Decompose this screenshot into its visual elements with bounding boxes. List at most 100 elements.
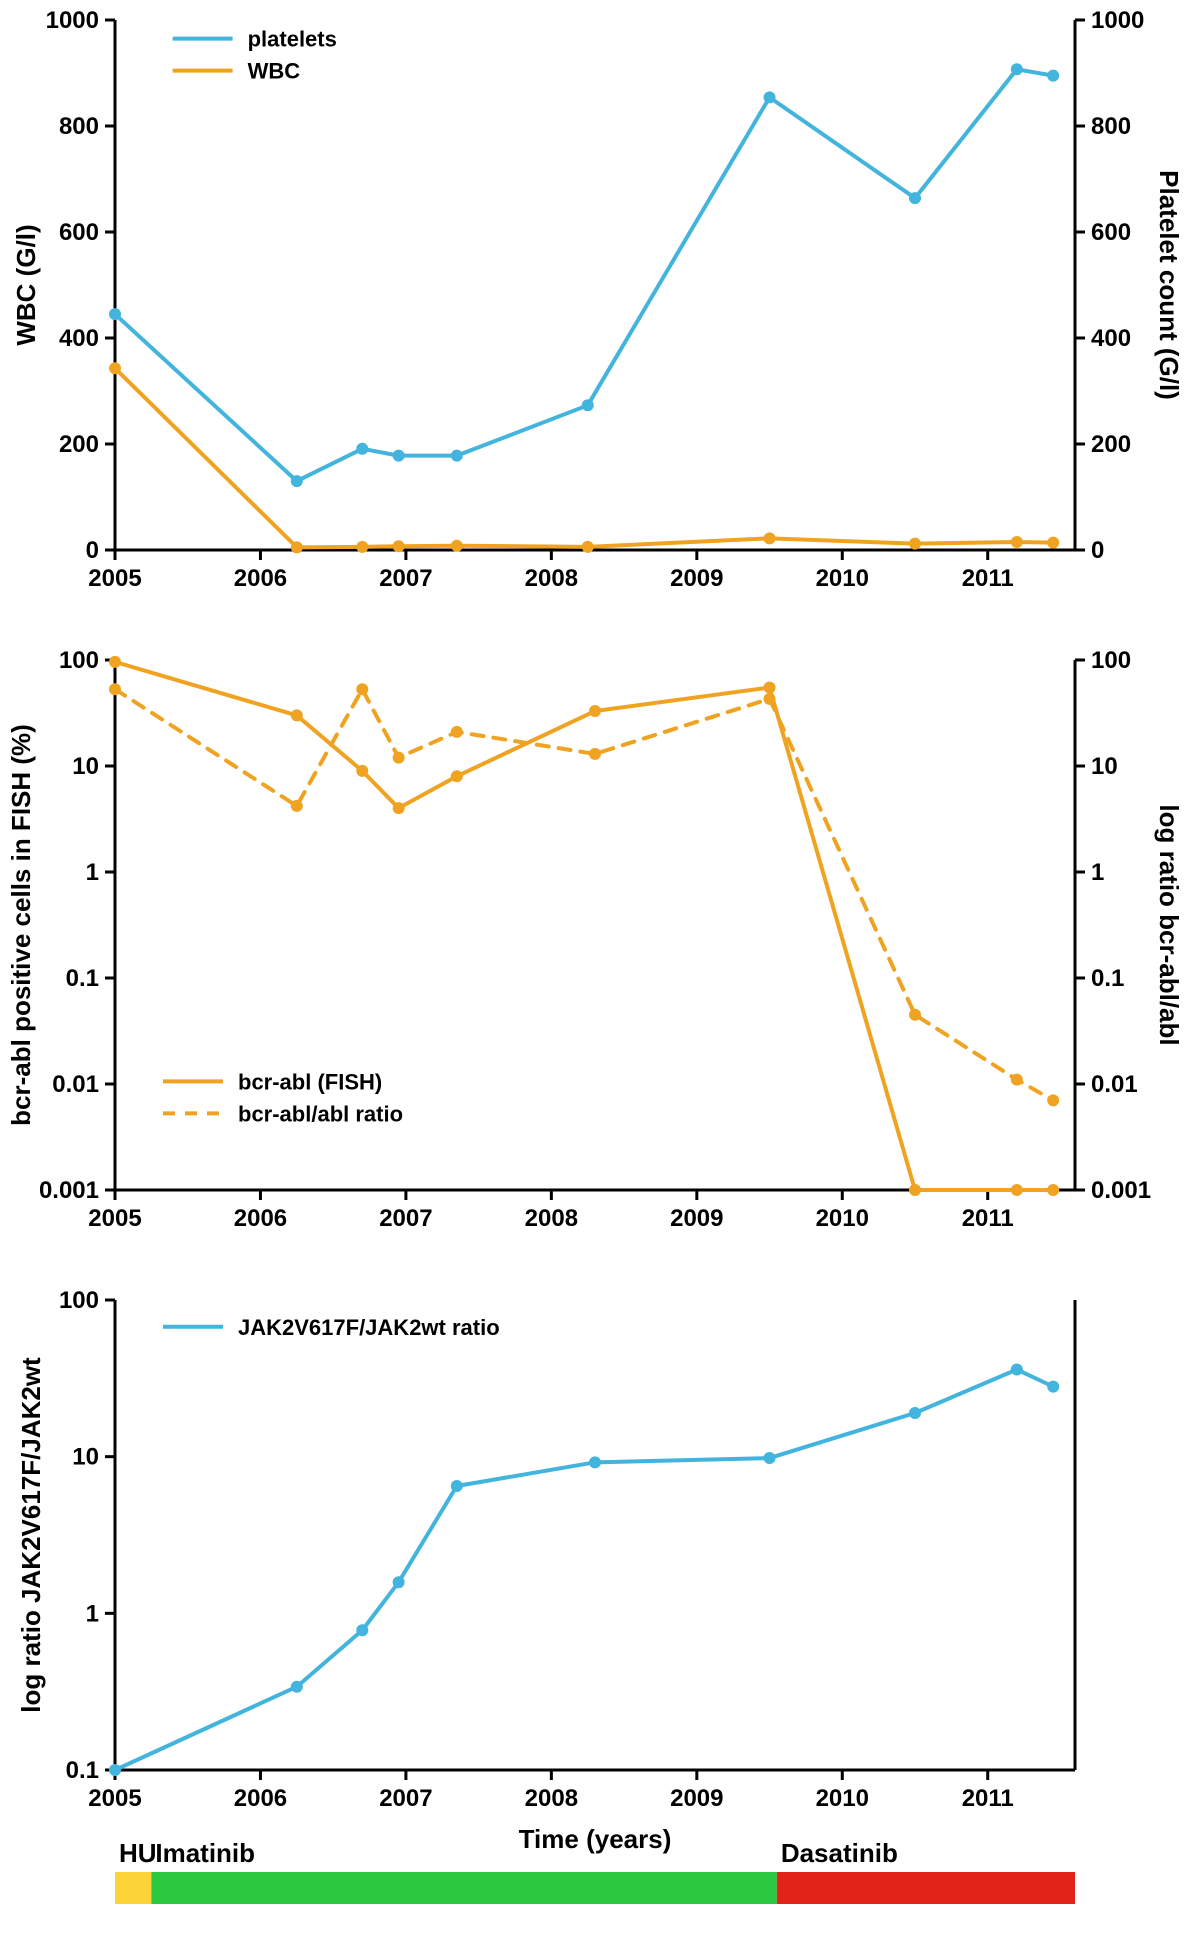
- y-left-tick-label: 10: [72, 1444, 99, 1471]
- legend-label: bcr-abl (FISH): [238, 1069, 382, 1094]
- series-marker: [1047, 537, 1059, 549]
- series-line: [115, 1370, 1053, 1770]
- y-left-tick-label: 600: [59, 219, 99, 246]
- series-marker: [1011, 536, 1023, 548]
- series-line: [115, 368, 1053, 547]
- x-tick-label: 2006: [234, 565, 287, 592]
- x-tick-label: 2010: [816, 1205, 869, 1232]
- x-tick-label: 2005: [88, 1205, 141, 1232]
- x-tick-label: 2005: [88, 565, 141, 592]
- y-right-tick-label: 600: [1091, 219, 1131, 246]
- y-left-tick-label: 0: [86, 537, 99, 564]
- y-right-tick-label: 0.1: [1091, 965, 1124, 992]
- x-tick-label: 2009: [670, 565, 723, 592]
- axis-label: WBC (G/l): [11, 224, 41, 345]
- y-right-tick-label: 0.01: [1091, 1071, 1138, 1098]
- series-marker: [451, 540, 463, 552]
- series-line: [115, 69, 1053, 481]
- series-marker: [109, 683, 121, 695]
- series-marker: [1047, 1184, 1059, 1196]
- y-left-tick-label: 0.01: [52, 1071, 99, 1098]
- y-left-tick-label: 100: [59, 647, 99, 674]
- series-marker: [909, 1184, 921, 1196]
- x-tick-label: 2006: [234, 1205, 287, 1232]
- series-marker: [764, 532, 776, 544]
- series-marker: [356, 683, 368, 695]
- y-left-tick-label: 0.001: [39, 1177, 99, 1204]
- y-left-tick-label: 1000: [46, 7, 99, 34]
- series-marker: [582, 399, 594, 411]
- series-marker: [589, 1456, 601, 1468]
- series-marker: [582, 541, 594, 553]
- y-left-tick-label: 400: [59, 325, 99, 352]
- treatment-label: Imatinib: [155, 1838, 255, 1868]
- legend-label: WBC: [248, 59, 301, 84]
- series-marker: [909, 192, 921, 204]
- y-right-tick-label: 0.001: [1091, 1177, 1151, 1204]
- series-line: [115, 689, 1053, 1100]
- treatment-segment: [115, 1872, 151, 1904]
- x-tick-label: 2008: [525, 565, 578, 592]
- treatment-segment: [151, 1872, 776, 1904]
- series-marker: [291, 709, 303, 721]
- x-tick-label: 2009: [670, 1785, 723, 1812]
- series-marker: [1047, 70, 1059, 82]
- y-left-tick-label: 0.1: [66, 1757, 99, 1784]
- series-marker: [451, 770, 463, 782]
- y-right-tick-label: 10: [1091, 753, 1118, 780]
- series-marker: [764, 693, 776, 705]
- series-marker: [1011, 1074, 1023, 1086]
- y-right-tick-label: 1000: [1091, 7, 1144, 34]
- series-marker: [291, 475, 303, 487]
- x-tick-label: 2011: [962, 565, 1014, 592]
- x-tick-label: 2008: [525, 1785, 578, 1812]
- x-tick-label: 2007: [379, 565, 432, 592]
- series-marker: [291, 1681, 303, 1693]
- y-left-tick-label: 0.1: [66, 965, 99, 992]
- y-left-tick-label: 800: [59, 113, 99, 140]
- series-marker: [356, 765, 368, 777]
- series-marker: [393, 752, 405, 764]
- treatment-label: HU: [119, 1838, 157, 1868]
- x-tick-label: 2010: [816, 565, 869, 592]
- series-marker: [1011, 1364, 1023, 1376]
- y-right-tick-label: 200: [1091, 431, 1131, 458]
- axis-label: log ratio bcr-abl/abl: [1154, 804, 1184, 1045]
- series-marker: [393, 540, 405, 552]
- series-marker: [451, 1480, 463, 1492]
- x-tick-label: 2011: [962, 1205, 1014, 1232]
- y-left-tick-label: 1: [86, 1600, 99, 1627]
- y-left-tick-label: 10: [72, 753, 99, 780]
- series-marker: [356, 1624, 368, 1636]
- y-right-tick-label: 800: [1091, 113, 1131, 140]
- series-marker: [1047, 1381, 1059, 1393]
- series-marker: [451, 450, 463, 462]
- series-marker: [764, 682, 776, 694]
- series-marker: [589, 705, 601, 717]
- series-marker: [109, 656, 121, 668]
- series-marker: [1011, 1184, 1023, 1196]
- series-marker: [909, 1009, 921, 1021]
- y-left-tick-label: 100: [59, 1287, 99, 1314]
- series-marker: [291, 800, 303, 812]
- axis-label: log ratio JAK2V617F/JAK2wt: [16, 1357, 46, 1713]
- series-marker: [764, 91, 776, 103]
- x-tick-label: 2007: [379, 1785, 432, 1812]
- series-marker: [909, 1407, 921, 1419]
- legend-label: bcr-abl/abl ratio: [238, 1101, 403, 1126]
- series-marker: [393, 802, 405, 814]
- series-marker: [393, 450, 405, 462]
- treatment-label: Dasatinib: [781, 1838, 898, 1868]
- series-marker: [589, 748, 601, 760]
- series-marker: [356, 541, 368, 553]
- series-marker: [909, 538, 921, 550]
- series-marker: [356, 443, 368, 455]
- series-marker: [1011, 63, 1023, 75]
- x-tick-label: 2007: [379, 1205, 432, 1232]
- series-marker: [451, 726, 463, 738]
- y-right-tick-label: 1: [1091, 859, 1104, 886]
- y-right-tick-label: 100: [1091, 647, 1131, 674]
- axis-label: Platelet count (G/l): [1154, 170, 1184, 400]
- axis-label: bcr-abl positive cells in FISH (%): [6, 724, 36, 1126]
- series-marker: [764, 1452, 776, 1464]
